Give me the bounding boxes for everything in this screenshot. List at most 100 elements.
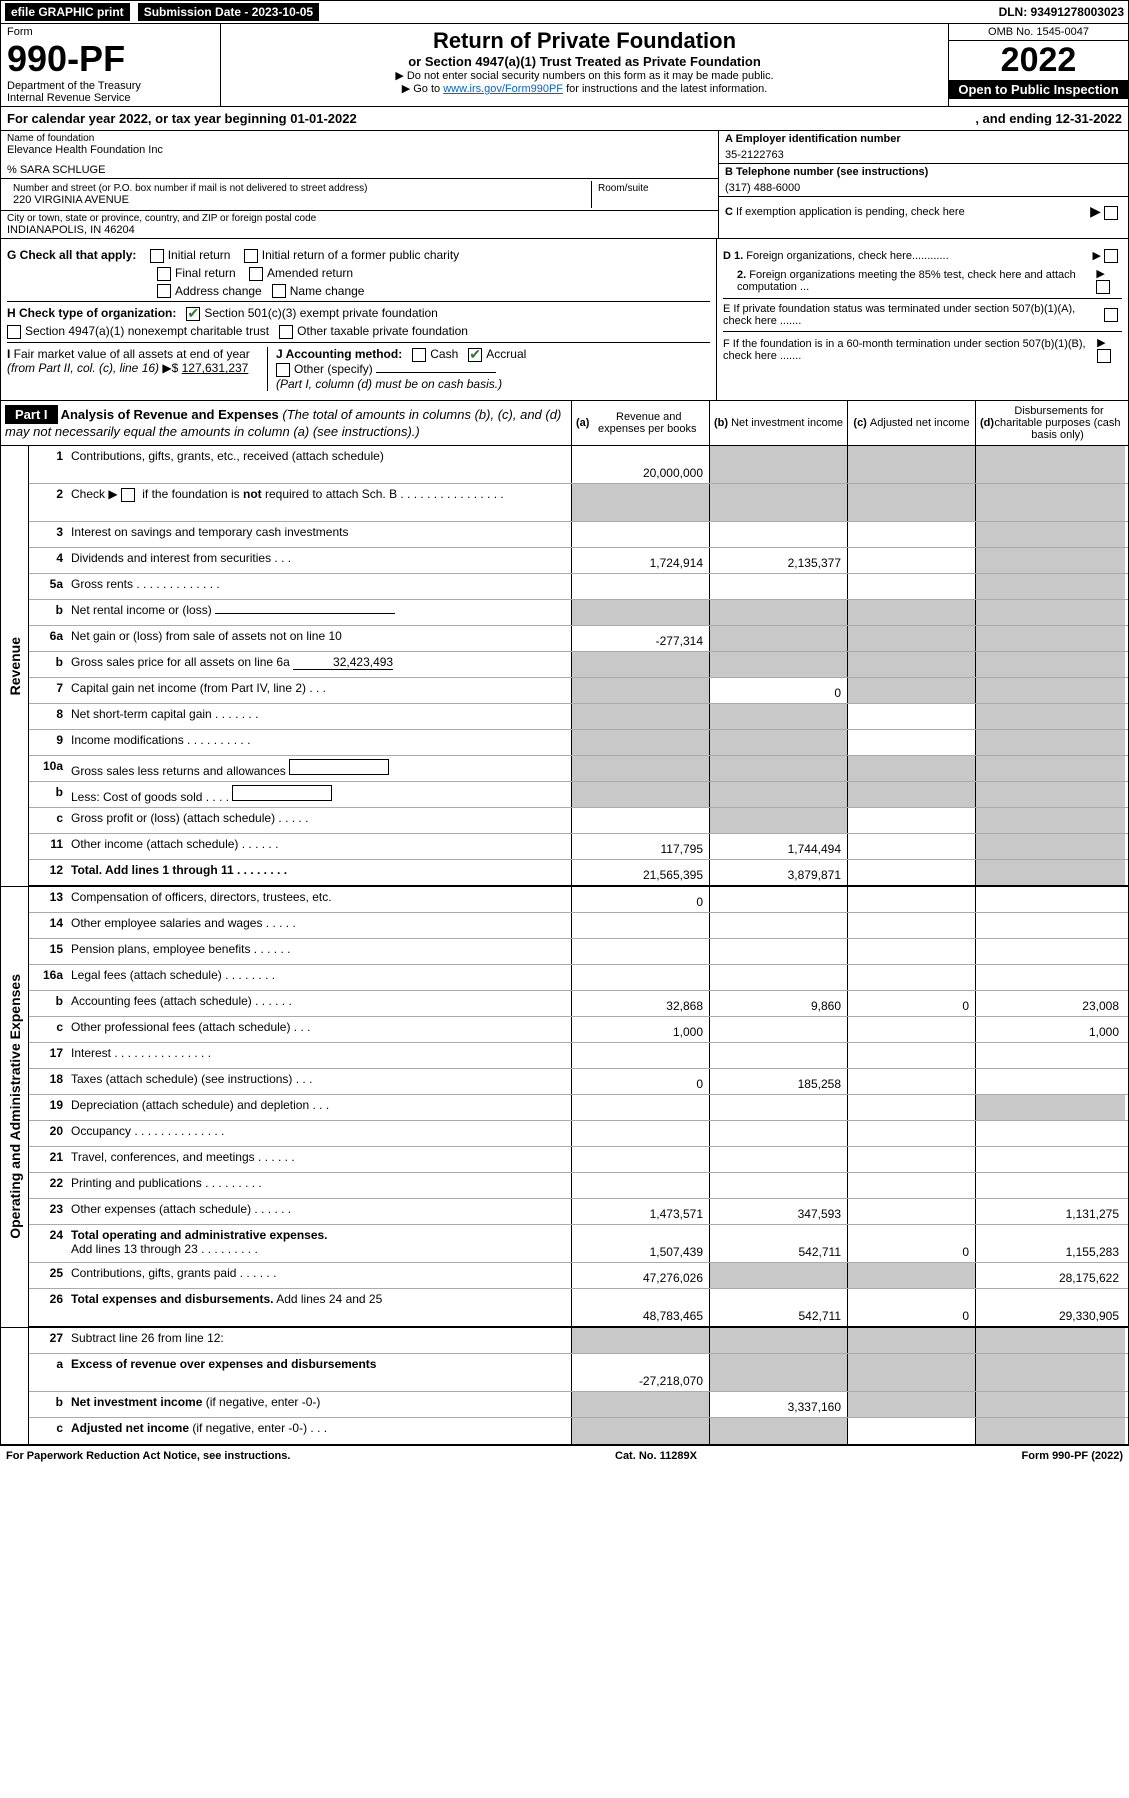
r3-n: 3 [29, 522, 67, 547]
r11-n: 11 [29, 834, 67, 859]
r5a-d: Gross rents . . . . . . . . . . . . . [67, 574, 571, 599]
chk-e[interactable] [1104, 308, 1118, 322]
r9-d: Income modifications . . . . . . . . . . [67, 730, 571, 755]
chk-initial[interactable] [150, 249, 164, 263]
r24-c: 0 [847, 1225, 975, 1262]
r27c-a [571, 1418, 709, 1444]
r27c-n: c [29, 1418, 67, 1444]
r25-a: 47,276,026 [571, 1263, 709, 1288]
d2: 2. Foreign organizations meeting the 85%… [723, 269, 1096, 293]
irs-link[interactable]: www.irs.gov/Form990PF [443, 83, 563, 95]
chk-namechg[interactable] [272, 284, 286, 298]
r16b-n: b [29, 991, 67, 1016]
chk-amended[interactable] [249, 267, 263, 281]
r5b-d: Net rental income or (loss) [67, 600, 571, 625]
r23-d: Other expenses (attach schedule) . . . .… [67, 1199, 571, 1224]
r27c-d: Adjusted net income (if negative, enter … [67, 1418, 571, 1444]
g-final: Final return [175, 266, 236, 280]
r16a-a [571, 965, 709, 990]
col-d-hdr: (d) Disbursements for charitable purpose… [975, 401, 1125, 445]
form-title: Return of Private Foundation [225, 28, 944, 54]
r22-d2 [975, 1173, 1125, 1198]
r27a-a: -27,218,070 [571, 1354, 709, 1391]
r3-c [847, 522, 975, 547]
r9-c [847, 730, 975, 755]
r10c-d2 [975, 808, 1125, 833]
r27b-d2 [975, 1392, 1125, 1417]
r4-d: Dividends and interest from securities .… [67, 548, 571, 573]
h-other: Other taxable private foundation [297, 324, 468, 338]
r21-n: 21 [29, 1147, 67, 1172]
r10a-n: 10a [29, 756, 67, 781]
r1-c [847, 446, 975, 483]
r10b-b [709, 782, 847, 807]
j-label: J Accounting method: [276, 347, 402, 361]
r16b-b: 9,860 [709, 991, 847, 1016]
chk-initial-former[interactable] [244, 249, 258, 263]
part1-label: Part I [5, 405, 58, 424]
r10c-c [847, 808, 975, 833]
r15-n: 15 [29, 939, 67, 964]
r1-a: 20,000,000 [571, 446, 709, 483]
r6b-d: Gross sales price for all assets on line… [67, 652, 571, 677]
chk-address[interactable] [157, 284, 171, 298]
r17-b [709, 1043, 847, 1068]
r13-b [709, 887, 847, 912]
h-label: H Check type of organization: [7, 306, 176, 320]
chk-f[interactable] [1097, 349, 1111, 363]
chk-final[interactable] [157, 267, 171, 281]
phone-label: B Telephone number (see instructions) [725, 166, 1122, 178]
r26-n: 26 [29, 1289, 67, 1326]
footer-left: For Paperwork Reduction Act Notice, see … [6, 1450, 290, 1462]
chk-cash[interactable] [412, 348, 426, 362]
r21-a [571, 1147, 709, 1172]
d1: D 1. Foreign organizations, check here..… [723, 250, 949, 262]
r10b-a [571, 782, 709, 807]
r16a-d: Legal fees (attach schedule) . . . . . .… [67, 965, 571, 990]
chk-501c3[interactable] [186, 307, 200, 321]
r20-d2 [975, 1121, 1125, 1146]
r8-c [847, 704, 975, 729]
r14-b [709, 913, 847, 938]
r5a-c [847, 574, 975, 599]
r19-a [571, 1095, 709, 1120]
chk-other-acct[interactable] [276, 363, 290, 377]
r1-d: Contributions, gifts, grants, etc., rece… [67, 446, 571, 483]
r5a-a [571, 574, 709, 599]
r23-d2: 1,131,275 [975, 1199, 1125, 1224]
city: INDIANAPOLIS, IN 46204 [7, 224, 712, 236]
r7-n: 7 [29, 678, 67, 703]
footer-right: Form 990-PF (2022) [1022, 1450, 1124, 1462]
chk-d1[interactable] [1104, 249, 1118, 263]
r3-d: Interest on savings and temporary cash i… [67, 522, 571, 547]
r2-d2 [975, 484, 1125, 521]
r5a-b [709, 574, 847, 599]
r12-a: 21,565,395 [571, 860, 709, 885]
r8-d: Net short-term capital gain . . . . . . … [67, 704, 571, 729]
chk-accrual[interactable] [468, 348, 482, 362]
r13-d: Compensation of officers, directors, tru… [67, 887, 571, 912]
chk-4947[interactable] [7, 325, 21, 339]
r21-d2 [975, 1147, 1125, 1172]
r13-d2 [975, 887, 1125, 912]
g-label: G Check all that apply: [7, 248, 136, 262]
r7-a [571, 678, 709, 703]
chk-other-tax[interactable] [279, 325, 293, 339]
r26-d2: 29,330,905 [975, 1289, 1125, 1326]
c-checkbox[interactable] [1104, 206, 1118, 220]
r14-a [571, 913, 709, 938]
r13-c [847, 887, 975, 912]
r16c-n: c [29, 1017, 67, 1042]
r21-d: Travel, conferences, and meetings . . . … [67, 1147, 571, 1172]
r12-c [847, 860, 975, 885]
r26-d: Total expenses and disbursements. Add li… [67, 1289, 571, 1326]
chk-schb[interactable] [121, 488, 135, 502]
r27b-b: 3,337,160 [709, 1392, 847, 1417]
efile-print-btn[interactable]: efile GRAPHIC print [5, 3, 130, 21]
r20-b [709, 1121, 847, 1146]
r12-d2 [975, 860, 1125, 885]
r27-d: Subtract line 26 from line 12: [67, 1328, 571, 1353]
r4-c [847, 548, 975, 573]
chk-d2[interactable] [1096, 280, 1110, 294]
r23-a: 1,473,571 [571, 1199, 709, 1224]
